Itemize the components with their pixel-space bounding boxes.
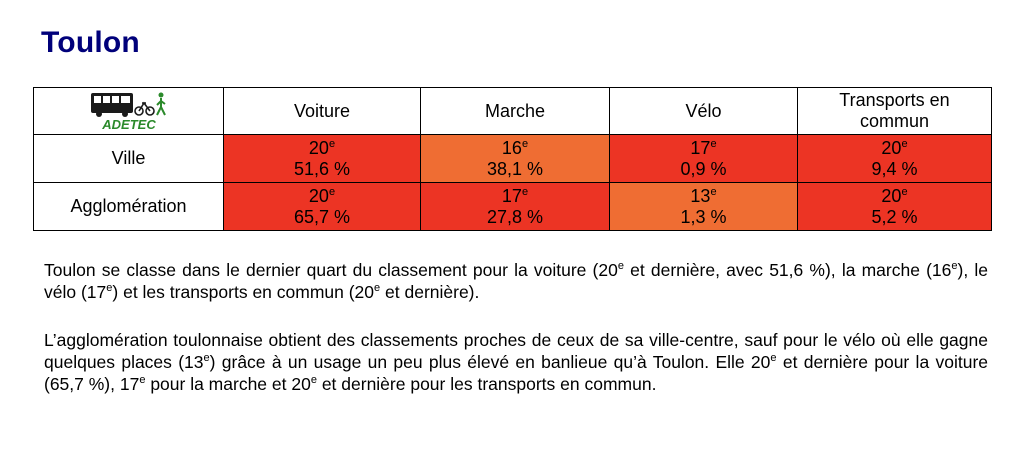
cell-velo: 13e 1,3 % [609,182,798,231]
row-label: Ville [33,134,224,183]
cell-transports: 20e 9,4 % [797,134,992,183]
header-transports: Transports en commun [797,87,992,135]
percent-value: 51,6 % [293,158,351,179]
paragraph-ville: Toulon se classe dans le dernier quart d… [44,260,988,302]
header-marche: Marche [420,87,610,135]
rank-value: 16e [501,137,529,158]
paragraph-agglomeration: L’agglomération toulonnaise obtient des … [44,330,988,394]
row-label: Agglomération [33,182,224,231]
cell-voiture: 20e 65,7 % [223,182,421,231]
ranking-table: ADETEC Voiture Marche Vélo Transports en… [33,87,992,231]
rank-value: 20e [881,137,908,158]
cell-velo: 17e 0,9 % [609,134,798,183]
percent-value: 38,1 % [486,158,544,179]
table-row: Agglomération 20e 65,7 % 17e 27,8 % 13e 1,3 % 2… [33,182,992,231]
rank-value: 13e [690,185,717,206]
cell-transports: 20e 5,2 % [797,182,992,231]
percent-value: 5,2 % [871,206,918,227]
header-velo: Vélo [609,87,798,135]
percent-value: 27,8 % [486,206,544,227]
logo-cell: ADETEC [33,87,224,135]
percent-value: 65,7 % [293,206,351,227]
rank-value: 20e [881,185,908,206]
percent-value: 0,9 % [680,158,727,179]
adetec-logo-icon: ADETEC [90,92,167,132]
rank-value: 17e [690,137,717,158]
page-title: Toulon [41,26,140,59]
rank-value: 20e [308,185,336,206]
table-row: Ville 20e 51,6 % 16e 38,1 % 17e 0,9 % 20e 9,4 % [33,134,992,183]
logo-text: ADETEC [101,117,156,132]
cell-voiture: 20e 51,6 % [223,134,421,183]
cell-marche: 16e 38,1 % [420,134,610,183]
table-header-row: ADETEC Voiture Marche Vélo Transports en… [33,87,992,135]
percent-value: 1,3 % [680,206,727,227]
percent-value: 9,4 % [871,158,918,179]
header-voiture: Voiture [223,87,421,135]
rank-value: 17e [501,185,529,206]
cell-marche: 17e 27,8 % [420,182,610,231]
rank-value: 20e [308,137,336,158]
